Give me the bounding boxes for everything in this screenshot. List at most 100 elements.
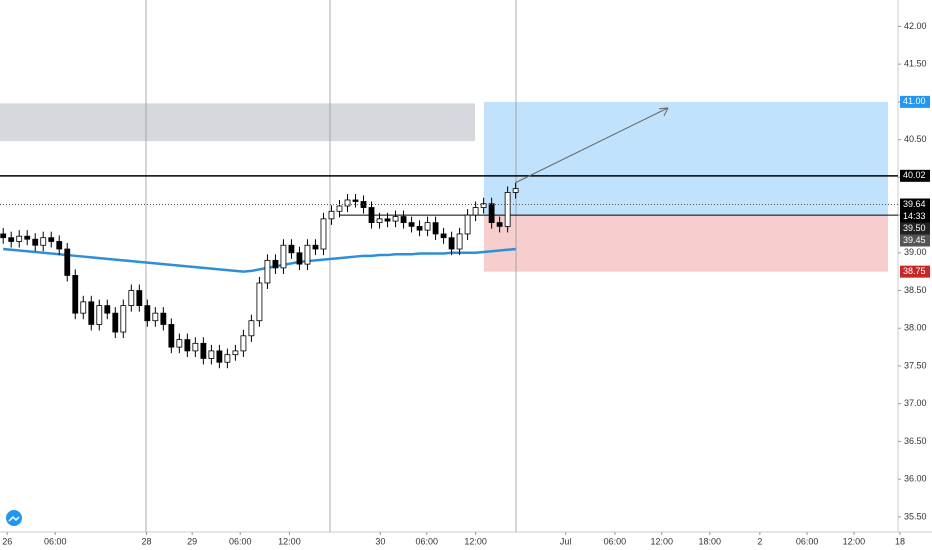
price-label-bg <box>900 95 930 108</box>
x-tick-label: 28 <box>142 536 152 546</box>
candle-body <box>392 216 399 222</box>
x-tick-label: 06:00 <box>44 536 67 546</box>
x-tick-label: 29 <box>187 536 197 546</box>
candle-body <box>496 222 503 227</box>
candle-body <box>384 218 391 222</box>
candle-body <box>80 301 87 314</box>
x-tick-label: 06:00 <box>796 536 819 546</box>
candle-body <box>256 282 263 322</box>
y-tick-label: 40.50 <box>904 134 927 144</box>
candle-body <box>192 342 199 352</box>
candle-body <box>376 218 383 224</box>
candle-body <box>400 216 407 224</box>
candle-body <box>280 244 287 269</box>
x-tick-label: 12:00 <box>843 536 866 546</box>
y-tick-label: 36.50 <box>904 436 927 446</box>
candle-body <box>480 203 487 208</box>
candle-body <box>344 199 351 207</box>
projection-arrow <box>515 107 669 184</box>
candle-body <box>104 305 111 314</box>
candle-body <box>96 305 103 325</box>
candle-body <box>216 350 223 363</box>
price-label: 39.45 <box>903 235 926 245</box>
candle-body <box>288 244 295 254</box>
candle-body <box>88 301 95 325</box>
candle-body <box>440 233 447 239</box>
candle-body <box>512 188 519 193</box>
candle-body <box>8 237 15 242</box>
candle-body <box>352 199 359 202</box>
candle-body <box>416 225 423 231</box>
x-tick-label: 12:00 <box>651 536 674 546</box>
candle-body <box>472 207 479 216</box>
candle-body <box>296 252 303 265</box>
candle-body <box>176 339 183 348</box>
moving-average <box>3 247 516 273</box>
candle-body <box>328 210 335 220</box>
candle-body <box>232 350 239 356</box>
x-tick-label: 12:00 <box>464 536 487 546</box>
candle-body <box>184 339 191 352</box>
candle-body <box>240 335 247 352</box>
y-tick-label: 37.00 <box>904 398 927 408</box>
y-tick-label: 41.50 <box>904 59 927 69</box>
candle-body <box>304 244 311 265</box>
price-label: 39.64 <box>903 199 926 209</box>
x-tick-label: 18:00 <box>699 536 722 546</box>
candle-body <box>128 290 135 307</box>
stop-zone <box>484 215 888 272</box>
candle-body <box>48 237 55 242</box>
candle-body <box>16 235 23 242</box>
candle-body <box>32 238 39 246</box>
arrow-head <box>658 107 669 117</box>
candle-body <box>264 259 271 284</box>
candle-body <box>408 222 415 227</box>
x-tick-label: 18 <box>895 536 905 546</box>
candle-body <box>504 192 511 227</box>
x-tick-label: 26 <box>2 536 12 546</box>
candle-body <box>312 244 319 250</box>
candle-body <box>200 342 207 359</box>
candle-body <box>120 305 127 333</box>
candle-body <box>224 354 231 363</box>
price-label-bg <box>900 169 930 182</box>
candle-body <box>144 305 151 322</box>
candle-body <box>64 248 71 276</box>
y-tick-label: 38.50 <box>904 285 927 295</box>
x-tick-label: 30 <box>375 536 385 546</box>
candle-body <box>112 312 119 333</box>
price-label: 40.02 <box>903 170 926 180</box>
candle-body <box>448 237 455 250</box>
x-tick-label: 06:00 <box>604 536 627 546</box>
y-tick-label: 37.50 <box>904 360 927 370</box>
candle-body <box>208 350 215 359</box>
price-label: 41.00 <box>903 96 926 106</box>
candle-body <box>336 205 343 212</box>
x-tick-label: 06:00 <box>229 536 252 546</box>
candle-body <box>152 312 159 322</box>
candle-body <box>272 259 279 269</box>
candle-body <box>24 235 31 240</box>
countdown-bg <box>900 210 930 223</box>
candle-body <box>56 241 63 250</box>
x-tick-label: 2 <box>757 536 762 546</box>
candle-body <box>248 320 255 337</box>
y-tick-label: 38.00 <box>904 323 927 333</box>
candle-body <box>424 222 431 231</box>
candle-body <box>136 290 143 307</box>
price-label-bg <box>900 198 930 211</box>
price-label-bg <box>900 222 930 235</box>
resistance-zone <box>0 103 475 142</box>
price-label: 39.50 <box>903 223 926 233</box>
candle-body <box>456 233 463 250</box>
candle-body <box>488 203 495 224</box>
candle-body <box>368 207 375 224</box>
price-label: 38.75 <box>903 266 926 276</box>
price-label-bg <box>900 265 930 278</box>
candle-body <box>160 312 167 325</box>
logo <box>6 510 22 526</box>
x-tick-label: 12:00 <box>278 536 301 546</box>
y-tick-label: 36.00 <box>904 474 927 484</box>
candle-body <box>0 233 7 239</box>
